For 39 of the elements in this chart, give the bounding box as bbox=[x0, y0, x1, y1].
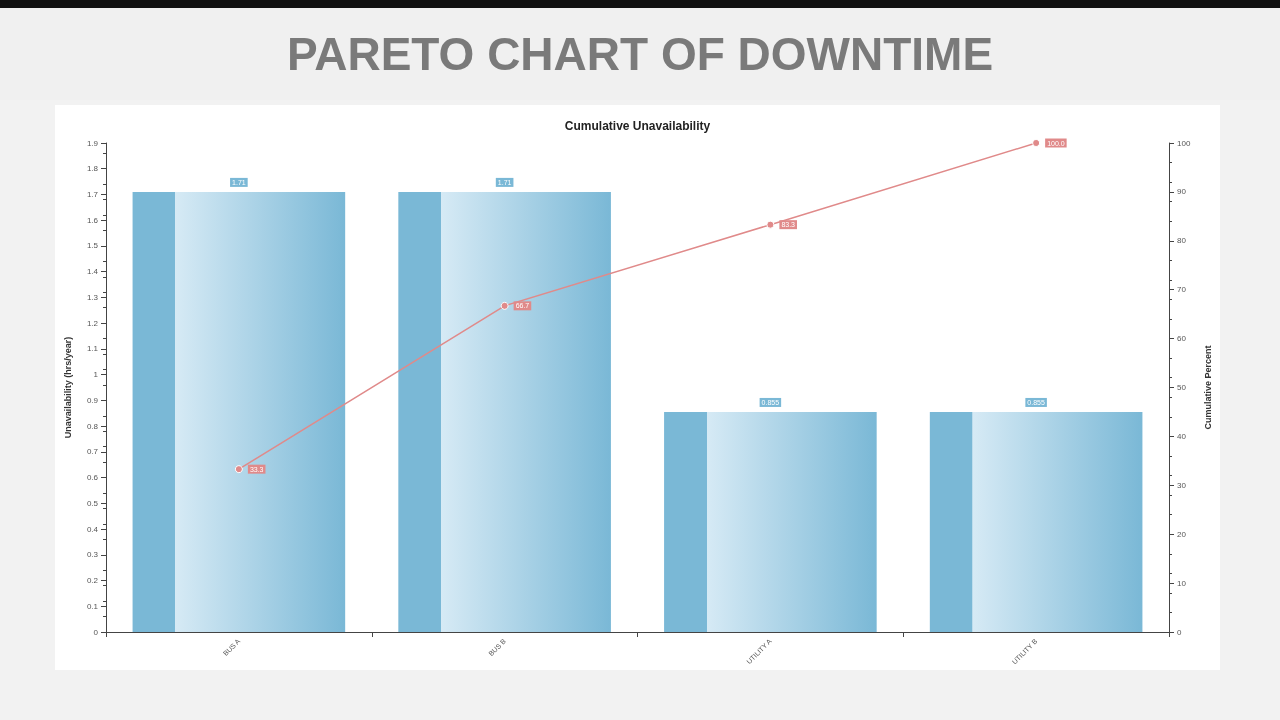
y-tick-label: 1.7 bbox=[86, 189, 99, 199]
y-tick-label: 1.6 bbox=[86, 215, 99, 225]
chart-subtitle: Cumulative Unavailability bbox=[564, 119, 711, 133]
y-tick-label: 1.1 bbox=[86, 344, 99, 354]
y2-tick-label: 100 bbox=[1177, 138, 1191, 148]
y-axis-title: Unavailability (hrs/year) bbox=[62, 336, 73, 439]
y-tick-label: 0.2 bbox=[86, 576, 99, 586]
y-tick-label: 0.5 bbox=[86, 498, 99, 508]
y2-tick-label: 40 bbox=[1177, 431, 1187, 441]
y-tick-label: 1 bbox=[93, 370, 99, 380]
point bbox=[1032, 139, 1041, 147]
y-tick-label: 1.5 bbox=[86, 241, 99, 251]
y-tick-label: 1.3 bbox=[86, 292, 99, 302]
y2-tick-label: 80 bbox=[1177, 236, 1187, 246]
y-tick-label: 0.1 bbox=[86, 601, 99, 611]
y-tick-label: 0.4 bbox=[86, 524, 99, 534]
y-tick-label: 1.8 bbox=[86, 164, 99, 174]
y2-axis-title: Cumulative Percent bbox=[1202, 345, 1213, 430]
y2-tick-label: 30 bbox=[1177, 480, 1187, 490]
y2-tick-label: 20 bbox=[1177, 529, 1187, 539]
y-tick-label: 0 bbox=[93, 627, 99, 637]
y-tick-label: 0.3 bbox=[86, 550, 99, 560]
y-tick-label: 1.2 bbox=[86, 318, 99, 328]
y-tick-label: 0.9 bbox=[86, 395, 99, 405]
y2-tick-label: 70 bbox=[1177, 285, 1187, 295]
point bbox=[234, 465, 243, 474]
y2-tick-label: 60 bbox=[1177, 334, 1187, 344]
y2-tick-label: 10 bbox=[1177, 578, 1187, 588]
y2-tick-label: 50 bbox=[1177, 383, 1187, 392]
chart-title: PARETO CHART OF DOWNTIME bbox=[0, 0, 1280, 100]
y-tick-label: 0.8 bbox=[86, 421, 99, 431]
y-tick-label: 0.7 bbox=[86, 447, 99, 457]
y-tick-label: 1.9 bbox=[86, 138, 99, 148]
y2-tick-label: 90 bbox=[1177, 187, 1187, 197]
point bbox=[766, 220, 775, 229]
y-tick-label: 1.4 bbox=[86, 267, 99, 277]
y2-tick-label: 0 bbox=[1177, 627, 1182, 637]
y-tick-label: 0.6 bbox=[86, 473, 99, 483]
point bbox=[500, 301, 509, 310]
